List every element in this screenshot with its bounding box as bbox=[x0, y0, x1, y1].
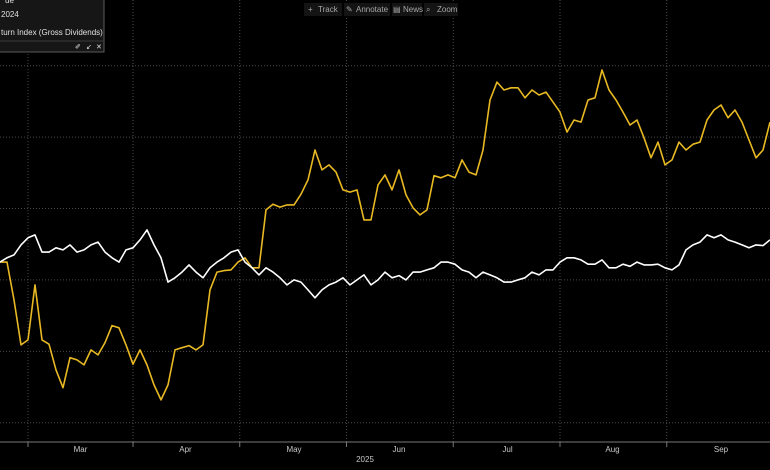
x-tick-label: Aug bbox=[605, 445, 619, 454]
legend: ue 2024 turn Index (Gross Dividends) ✐ ↙… bbox=[0, 0, 105, 53]
toolbar: + Track ✎ Annotate ▤ News ⌕ Zoom bbox=[304, 3, 458, 16]
toolbar-label[interactable]: News bbox=[403, 5, 423, 14]
x-tick-label: Jul bbox=[502, 445, 512, 454]
x-tick-label: Jun bbox=[393, 445, 406, 454]
legend-text: 2024 bbox=[1, 10, 19, 19]
legend-text: ue bbox=[5, 0, 14, 5]
toolbar-button[interactable] bbox=[304, 3, 342, 16]
legend-box bbox=[0, 0, 105, 53]
toolbar-button[interactable] bbox=[344, 3, 390, 16]
close-icon[interactable]: ✕ bbox=[96, 44, 102, 51]
x-tick-label: May bbox=[286, 445, 301, 454]
expand-icon[interactable]: ↙ bbox=[86, 44, 92, 51]
pin-icon[interactable]: ✐ bbox=[75, 44, 81, 51]
series-line bbox=[0, 229, 770, 299]
series-line bbox=[0, 69, 770, 401]
icon: ▤ bbox=[393, 5, 401, 14]
x-tick-label: Mar bbox=[74, 445, 88, 454]
x-axis-label: 2025 bbox=[356, 455, 374, 464]
toolbar-button[interactable] bbox=[424, 3, 458, 16]
icon: + bbox=[308, 5, 313, 14]
icon: ⌕ bbox=[426, 5, 430, 14]
legend-text: turn Index (Gross Dividends) bbox=[1, 28, 103, 37]
toolbar-label[interactable]: Zoom bbox=[437, 5, 458, 14]
x-tick-label: Sep bbox=[714, 445, 729, 454]
icon: ✎ bbox=[346, 5, 353, 14]
toolbar-button[interactable] bbox=[392, 3, 422, 16]
toolbar-label[interactable]: Annotate bbox=[356, 5, 389, 14]
toolbar-label[interactable]: Track bbox=[318, 5, 339, 14]
x-tick-label: Apr bbox=[179, 445, 192, 454]
